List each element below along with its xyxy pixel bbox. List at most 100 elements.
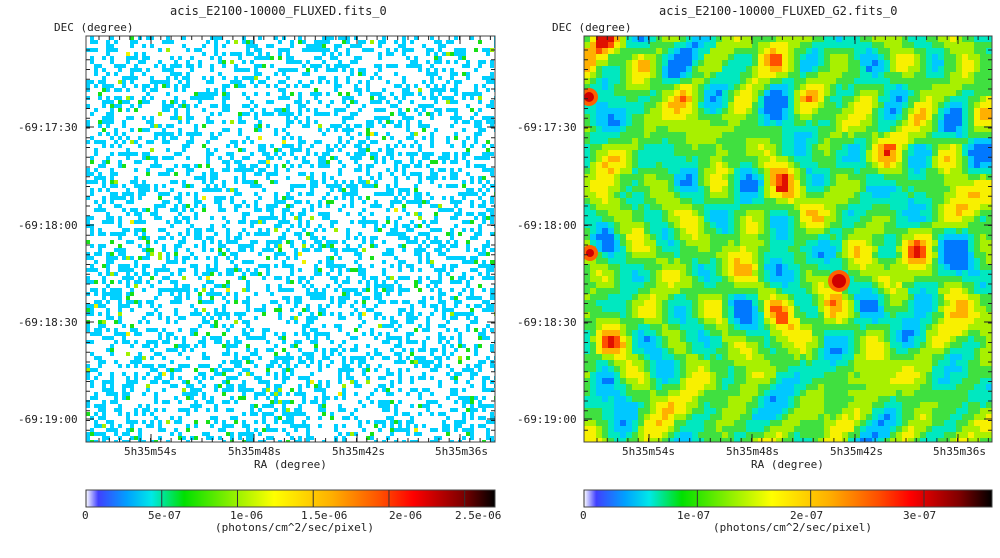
image-pixel <box>282 108 286 112</box>
image-pixel <box>980 96 986 102</box>
image-pixel <box>246 40 250 44</box>
image-pixel <box>222 308 226 312</box>
image-pixel <box>418 192 422 196</box>
image-pixel <box>242 92 246 96</box>
image-pixel <box>242 112 246 116</box>
image-pixel <box>370 76 374 80</box>
image-pixel <box>90 308 94 312</box>
image-pixel <box>734 96 740 102</box>
image-pixel <box>458 200 462 204</box>
image-pixel <box>290 164 294 168</box>
image-pixel <box>338 372 342 376</box>
image-pixel <box>298 112 302 116</box>
image-pixel <box>322 348 326 352</box>
image-pixel <box>402 288 406 292</box>
image-pixel <box>230 376 234 380</box>
image-pixel <box>362 428 366 432</box>
image-pixel <box>214 36 218 40</box>
image-pixel <box>194 312 198 316</box>
image-pixel <box>454 132 458 136</box>
image-pixel <box>824 66 830 72</box>
image-pixel <box>758 36 764 42</box>
image-pixel <box>342 436 346 440</box>
image-pixel <box>366 376 370 380</box>
image-pixel <box>656 90 662 96</box>
image-pixel <box>118 236 122 240</box>
image-pixel <box>150 212 154 216</box>
image-pixel <box>454 300 458 304</box>
image-pixel <box>118 196 122 200</box>
image-pixel <box>110 144 114 148</box>
image-pixel <box>438 280 442 284</box>
image-pixel <box>226 152 230 156</box>
image-pixel <box>158 316 162 320</box>
image-pixel <box>98 124 102 128</box>
image-pixel <box>130 428 134 432</box>
image-pixel <box>286 320 290 324</box>
image-pixel <box>158 372 162 376</box>
image-pixel <box>122 276 126 280</box>
image-pixel <box>98 252 102 256</box>
image-pixel <box>890 36 896 42</box>
image-pixel <box>110 272 114 276</box>
image-pixel <box>378 176 382 180</box>
image-pixel <box>126 352 130 356</box>
image-pixel <box>110 48 114 52</box>
image-pixel <box>254 84 258 88</box>
image-pixel <box>764 60 770 66</box>
image-pixel <box>342 240 346 244</box>
image-pixel <box>842 48 848 54</box>
image-pixel <box>158 376 162 380</box>
image-pixel <box>402 88 406 92</box>
image-pixel <box>776 84 782 90</box>
image-pixel <box>206 276 210 280</box>
image-pixel <box>306 176 310 180</box>
image-pixel <box>422 128 426 132</box>
image-pixel <box>178 368 182 372</box>
image-pixel <box>794 66 800 72</box>
image-pixel <box>294 340 298 344</box>
image-pixel <box>310 316 314 320</box>
image-pixel <box>632 72 638 78</box>
image-pixel <box>238 384 242 388</box>
image-pixel <box>126 292 130 296</box>
image-pixel <box>374 336 378 340</box>
image-pixel <box>106 300 110 304</box>
image-pixel <box>776 54 782 60</box>
image-pixel <box>98 64 102 68</box>
image-pixel <box>242 40 246 44</box>
image-pixel <box>102 412 106 416</box>
image-pixel <box>298 140 302 144</box>
image-pixel <box>122 164 126 168</box>
image-pixel <box>450 408 454 412</box>
image-pixel <box>378 40 382 44</box>
image-pixel <box>442 244 446 248</box>
image-pixel <box>234 188 238 192</box>
image-pixel <box>182 364 186 368</box>
image-pixel <box>354 84 358 88</box>
image-pixel <box>454 400 458 404</box>
image-pixel <box>370 164 374 168</box>
image-pixel <box>938 36 944 42</box>
image-pixel <box>230 80 234 84</box>
image-pixel <box>242 388 246 392</box>
image-pixel <box>126 188 130 192</box>
image-pixel <box>968 108 974 114</box>
image-pixel <box>214 404 218 408</box>
image-pixel <box>446 152 450 156</box>
image-pixel <box>896 54 902 60</box>
image-pixel <box>94 440 98 442</box>
image-pixel <box>626 108 632 114</box>
image-pixel <box>298 104 302 108</box>
image-pixel <box>962 60 968 66</box>
image-pixel <box>426 388 430 392</box>
image-pixel <box>366 136 370 140</box>
image-pixel <box>130 68 134 72</box>
image-pixel <box>418 376 422 380</box>
image-pixel <box>350 356 354 360</box>
image-pixel <box>470 424 474 428</box>
image-pixel <box>944 48 950 54</box>
image-pixel <box>482 328 486 332</box>
image-pixel <box>378 228 382 232</box>
image-pixel <box>394 124 398 128</box>
